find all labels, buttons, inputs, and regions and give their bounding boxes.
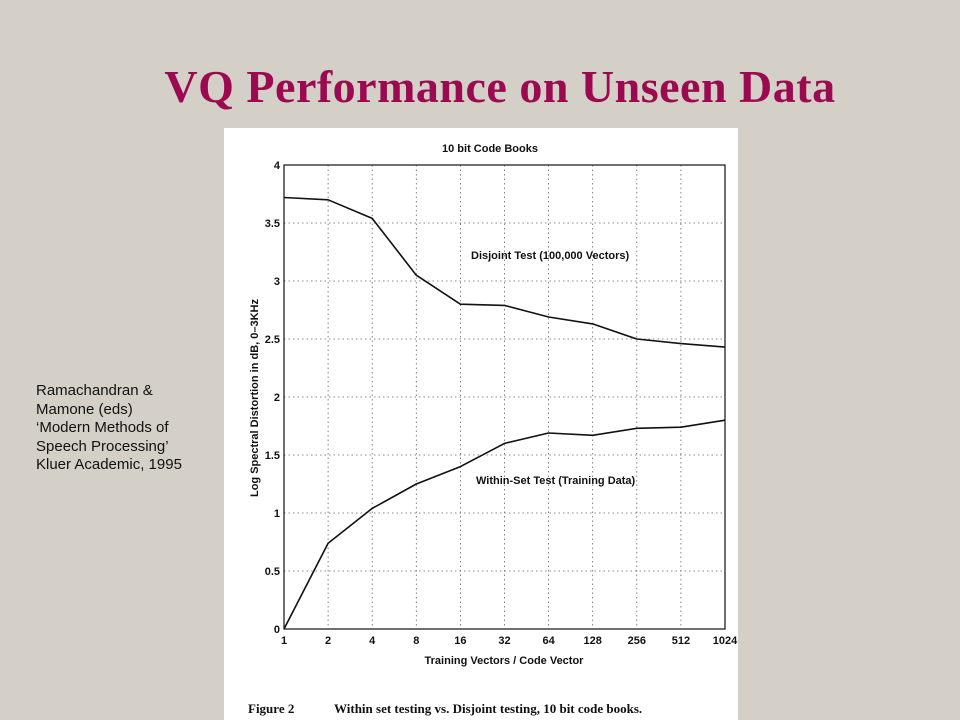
y-tick-label: 0.5 [265, 566, 280, 578]
series-line-within-set [283, 419, 726, 630]
grid [284, 165, 725, 629]
y-tick-label: 0 [274, 624, 280, 636]
series-line-disjoint [283, 196, 726, 348]
slide-title: VQ Performance on Unseen Data [164, 61, 836, 112]
x-tick-label: 4 [369, 635, 376, 647]
y-tick-label: 2.5 [265, 334, 280, 346]
axis-ticks: 1 2 4 8 16 32 64 128 256 512 1024 0 0.5 1 1.5 2 2.5 3 3.5 4 [265, 160, 738, 647]
series-label-disjoint: Disjoint Test (100,000 Vectors) [471, 250, 629, 262]
x-tick-label: 1 [281, 635, 287, 647]
y-tick-label: 3.5 [265, 218, 280, 230]
y-tick-label: 2 [274, 392, 280, 404]
citation-line: Kluer Academic, 1995 [36, 456, 182, 473]
citation-line: Ramachandran & [36, 382, 153, 399]
series-label-within-set: Within-Set Test (Training Data) [476, 475, 636, 487]
x-tick-label: 128 [584, 635, 602, 647]
x-tick-label: 1024 [713, 635, 738, 647]
plot-frame [283, 164, 726, 630]
series-lines [283, 196, 726, 630]
citation-line: ‘Modern Methods of [36, 419, 169, 436]
x-tick-label: 16 [454, 635, 466, 647]
line-chart: 10 bit Code Books 1 2 4 8 16 32 64 128 256 512 102… [248, 143, 738, 716]
y-tick-label: 1 [274, 508, 280, 520]
figure-caption-label: Figure 2 [248, 701, 294, 716]
x-axis-label: Training Vectors / Code Vector [425, 655, 585, 667]
y-tick-label: 3 [274, 276, 280, 288]
x-tick-label: 256 [628, 635, 646, 647]
citation-line: Mamone (eds) [36, 400, 133, 418]
figure-caption: Figure 2 Within set testing vs. Disjoint… [248, 701, 642, 716]
y-axis-label: Log Spectral Distortion in dB, 0–3KHz [249, 298, 261, 497]
figure-panel: 10 bit Code Books 1 2 4 8 16 32 64 128 256 512 102… [224, 128, 738, 720]
citation-line: Speech Processing’ [36, 437, 169, 455]
figure-caption-text: Within set testing vs. Disjoint testing,… [334, 701, 642, 716]
chart-title: 10 bit Code Books [442, 143, 538, 155]
x-tick-label: 64 [542, 635, 555, 647]
y-tick-label: 1.5 [265, 450, 280, 462]
x-tick-label: 2 [325, 635, 331, 647]
x-tick-label: 512 [672, 635, 690, 647]
citation: Ramachandran & Mamone (eds) ‘Modern Meth… [36, 382, 226, 475]
x-tick-label: 8 [413, 635, 419, 647]
x-tick-label: 32 [498, 635, 510, 647]
y-tick-label: 4 [274, 160, 281, 172]
